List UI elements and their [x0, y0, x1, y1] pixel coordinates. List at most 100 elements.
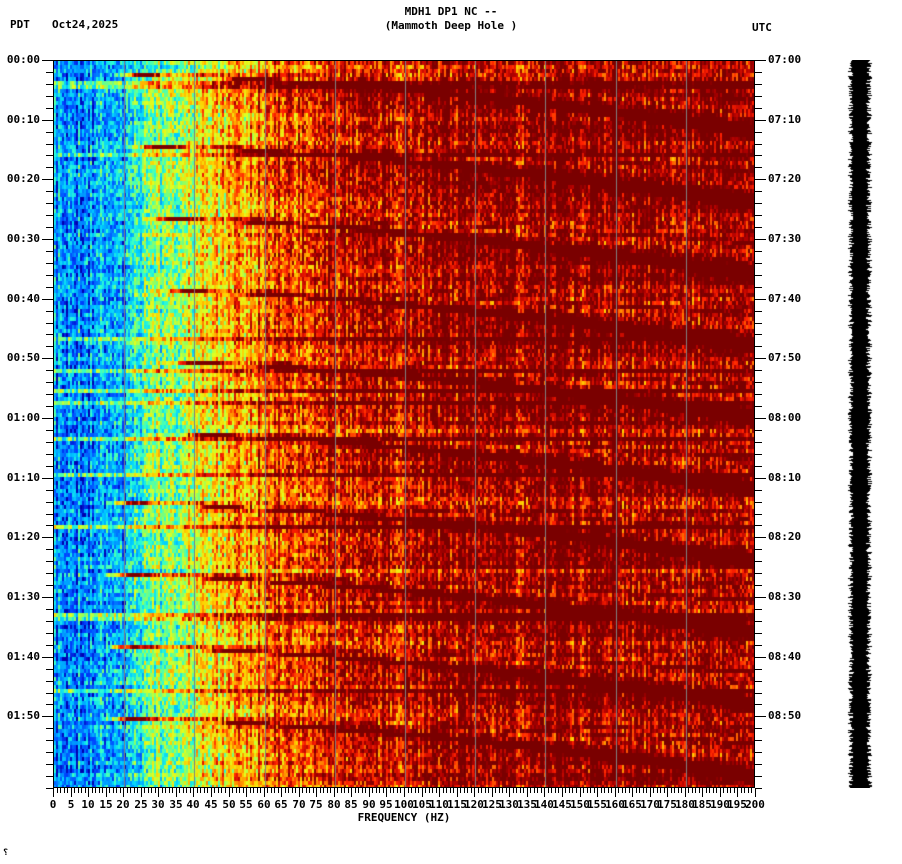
- page-title: MDH1 DP1 NC --: [404, 5, 498, 18]
- axis-tick-minor: [755, 84, 762, 85]
- axis-tick-minor: [755, 621, 762, 622]
- freq-tick-minor: [383, 788, 384, 793]
- corner-artifact: ⸮: [3, 848, 9, 858]
- axis-tick-minor: [755, 370, 762, 371]
- freq-tick-minor: [625, 788, 626, 793]
- time-axis-label: 00:10: [6, 113, 40, 126]
- freq-tick-minor: [78, 788, 79, 793]
- freq-tick-major: [650, 788, 651, 797]
- freq-tick-minor: [671, 788, 672, 793]
- time-axis-label: 07:30: [768, 232, 802, 245]
- time-axis-label: 07:20: [768, 172, 802, 185]
- freq-tick-major: [264, 788, 265, 797]
- freq-tick-minor: [523, 788, 524, 793]
- time-axis-label: 08:50: [768, 709, 802, 722]
- axis-tick-minor: [46, 323, 53, 324]
- axis-tick-minor: [755, 454, 762, 455]
- axis-tick-minor: [755, 752, 762, 753]
- freq-tick-major: [158, 788, 159, 797]
- freq-tick-major: [580, 788, 581, 797]
- freq-axis-label: 90: [362, 798, 376, 811]
- freq-tick-minor: [713, 788, 714, 793]
- axis-tick-major: [755, 418, 766, 419]
- axis-tick-minor: [755, 585, 762, 586]
- axis-tick-minor: [46, 406, 53, 407]
- freq-tick-minor: [60, 788, 61, 793]
- axis-tick-minor: [46, 752, 53, 753]
- axis-tick-minor: [46, 311, 53, 312]
- axis-tick-minor: [755, 72, 762, 73]
- freq-tick-minor: [408, 788, 409, 793]
- axis-tick-minor: [46, 621, 53, 622]
- timezone-right-label: UTC: [752, 21, 772, 34]
- freq-tick-minor: [355, 788, 356, 793]
- freq-tick-minor: [429, 788, 430, 793]
- freq-tick-minor: [534, 788, 535, 793]
- freq-tick-minor: [120, 788, 121, 793]
- freq-axis-label: 195: [727, 798, 747, 811]
- freq-tick-minor: [583, 788, 584, 793]
- time-axis-label: 07:50: [768, 351, 802, 364]
- freq-tick-minor: [622, 788, 623, 793]
- freq-tick-major: [439, 788, 440, 797]
- freq-tick-minor: [646, 788, 647, 793]
- axis-tick-minor: [755, 227, 762, 228]
- axis-tick-major: [755, 239, 766, 240]
- freq-tick-minor: [730, 788, 731, 793]
- freq-tick-minor: [295, 788, 296, 793]
- axis-tick-minor: [755, 561, 762, 562]
- freq-axis-label: 60: [257, 798, 271, 811]
- spectrogram-plot[interactable]: [53, 60, 755, 788]
- freq-tick-minor: [548, 788, 549, 793]
- axis-tick-minor: [46, 275, 53, 276]
- freq-tick-minor: [221, 788, 222, 793]
- axis-tick-major: [42, 478, 53, 479]
- freq-tick-minor: [102, 788, 103, 793]
- freq-tick-minor: [204, 788, 205, 793]
- axis-tick-minor: [46, 728, 53, 729]
- freq-tick-major: [667, 788, 668, 797]
- freq-tick-minor: [594, 788, 595, 793]
- axis-tick-minor: [46, 633, 53, 634]
- freq-tick-minor: [109, 788, 110, 793]
- freq-axis-label: 185: [692, 798, 712, 811]
- freq-axis-label: 155: [587, 798, 607, 811]
- axis-tick-minor: [755, 788, 762, 789]
- freq-tick-minor: [436, 788, 437, 793]
- freq-tick-minor: [358, 788, 359, 793]
- freq-tick-minor: [520, 788, 521, 793]
- freq-tick-minor: [537, 788, 538, 793]
- freq-tick-major: [211, 788, 212, 797]
- axis-tick-minor: [46, 693, 53, 694]
- time-axis-label: 01:00: [6, 411, 40, 424]
- freq-axis-label: 175: [657, 798, 677, 811]
- freq-tick-minor: [572, 788, 573, 793]
- freq-tick-minor: [541, 788, 542, 793]
- time-axis-label: 08:00: [768, 411, 802, 424]
- freq-tick-minor: [292, 788, 293, 793]
- freq-tick-major: [527, 788, 528, 797]
- freq-tick-minor: [611, 788, 612, 793]
- freq-tick-minor: [267, 788, 268, 793]
- freq-tick-minor: [390, 788, 391, 793]
- axis-tick-minor: [755, 633, 762, 634]
- axis-tick-minor: [46, 215, 53, 216]
- freq-tick-minor: [629, 788, 630, 793]
- freq-tick-minor: [271, 788, 272, 793]
- axis-tick-minor: [755, 669, 762, 670]
- freq-axis-label: 75: [309, 798, 323, 811]
- axis-tick-minor: [46, 466, 53, 467]
- freq-tick-minor: [169, 788, 170, 793]
- time-axis-label: 01:30: [6, 590, 40, 603]
- freq-tick-minor: [341, 788, 342, 793]
- freq-tick-minor: [400, 788, 401, 793]
- axis-tick-major: [42, 60, 53, 61]
- axis-tick-minor: [46, 585, 53, 586]
- freq-tick-major: [106, 788, 107, 797]
- freq-axis-label: 30: [151, 798, 165, 811]
- freq-tick-major: [386, 788, 387, 797]
- freq-tick-minor: [214, 788, 215, 793]
- freq-tick-minor: [674, 788, 675, 793]
- freq-tick-minor: [172, 788, 173, 793]
- freq-tick-minor: [239, 788, 240, 793]
